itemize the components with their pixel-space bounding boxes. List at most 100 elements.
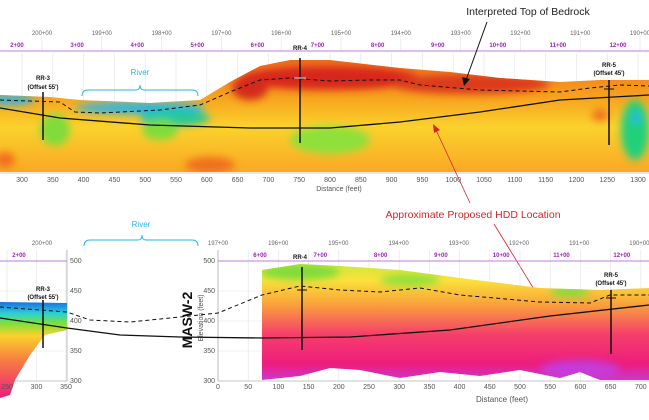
station-label: 195+00 xyxy=(331,31,352,37)
y-axis-title: Elevation (feet) xyxy=(198,294,205,341)
borehole-offset: (Offset 45') xyxy=(595,281,626,287)
station-label: 192+00 xyxy=(510,31,531,37)
elevation-tick-label: 350 xyxy=(203,348,215,355)
distance-tick-label: 1200 xyxy=(569,177,585,184)
project-station-label: 8+00 xyxy=(371,43,385,49)
project-station-label: 6+00 xyxy=(251,43,265,49)
distance-tick-label: 1250 xyxy=(599,177,615,184)
distance-tick-label: 250 xyxy=(1,384,13,391)
project-station-label: 8+00 xyxy=(374,253,388,259)
borehole-label: RR-3 xyxy=(36,76,51,82)
distance-tick-label: 550 xyxy=(544,384,556,391)
project-station-label: 9+00 xyxy=(434,253,448,259)
velocity-section-bottom-right xyxy=(262,264,649,380)
distance-tick-label: 650 xyxy=(605,384,617,391)
station-label: 192+00 xyxy=(509,241,530,247)
borehole-rr-5: RR-5 (Offset 45') xyxy=(593,63,625,145)
project-station-label: 12+00 xyxy=(610,43,628,49)
station-label: 196+00 xyxy=(271,31,292,37)
station-label: 191+00 xyxy=(570,31,591,37)
distance-tick-label: 750 xyxy=(293,177,305,184)
river-brace-bottom xyxy=(83,234,199,247)
distance-tick-label: 100 xyxy=(273,384,285,391)
borehole-rr-5-bottom: RR-5 (Offset 45') xyxy=(595,273,627,354)
project-station-label: 2+00 xyxy=(10,43,24,49)
section-title: MASW-2 xyxy=(179,292,195,349)
station-label: 200+00 xyxy=(32,31,53,37)
station-label: 200+00 xyxy=(32,241,53,247)
velocity-section-top xyxy=(0,60,649,172)
distance-tick-label: 350 xyxy=(424,384,436,391)
project-station-label: 11+00 xyxy=(550,43,567,49)
distance-tick-label: 850 xyxy=(355,177,367,184)
distance-tick-label: 900 xyxy=(386,177,398,184)
elevation-tick-label: 300 xyxy=(203,378,215,385)
project-station-label: 11+00 xyxy=(553,253,570,259)
elevation-tick-label: 500 xyxy=(70,258,82,265)
project-station-label: 3+00 xyxy=(70,43,84,49)
elevation-tick-label: 500 xyxy=(203,258,215,265)
distance-tick-label: 50 xyxy=(244,384,252,391)
bottom-panel: RR-3 (Offset 55') RR-4 RR-5 (Offset 45')… xyxy=(0,220,649,404)
x-axis-title-bottom: Distance (feet) xyxy=(476,395,528,404)
river-label-top: River xyxy=(131,68,150,77)
distance-tick-label: 450 xyxy=(109,177,121,184)
borehole-rr-4: RR-4 xyxy=(293,46,308,143)
station-label: 191+00 xyxy=(569,241,590,247)
station-label: 190+00 xyxy=(629,241,649,247)
project-station-label: 4+00 xyxy=(130,43,144,49)
hdd-annotation: Approximate Proposed HDD Location xyxy=(385,209,560,221)
elevation-tick-label: 450 xyxy=(70,288,82,295)
distance-tick-label: 950 xyxy=(417,177,429,184)
project-station-label: 2+00 xyxy=(12,253,26,259)
project-station-label: 12+00 xyxy=(613,253,631,259)
bedrock-annotation: Interpreted Top of Bedrock xyxy=(466,6,590,18)
borehole-label: RR-5 xyxy=(604,273,619,279)
station-label: 197+00 xyxy=(211,31,232,37)
distance-tick-label: 700 xyxy=(263,177,275,184)
station-label: 199+00 xyxy=(92,31,113,37)
distance-tick-label: 800 xyxy=(324,177,336,184)
distance-tick-label: 250 xyxy=(363,384,375,391)
station-label: 196+00 xyxy=(268,241,289,247)
project-station-label: 7+00 xyxy=(311,43,325,49)
elevation-tick-label: 450 xyxy=(203,288,215,295)
project-station-label: 7+00 xyxy=(314,253,328,259)
top-of-bedrock-line xyxy=(0,77,649,114)
distance-tick-label: 300 xyxy=(31,384,43,391)
station-label: 194+00 xyxy=(388,241,409,247)
elevation-tick-label: 300 xyxy=(70,378,82,385)
project-station-label: 10+00 xyxy=(493,253,511,259)
distance-tick-label: 200 xyxy=(333,384,345,391)
station-label: 194+00 xyxy=(391,31,412,37)
project-station-label: 10+00 xyxy=(489,43,507,49)
distance-tick-label: 350 xyxy=(60,384,72,391)
distance-tick-label: 1300 xyxy=(630,177,646,184)
distance-tick-label: 1150 xyxy=(538,177,553,184)
borehole-offset: (Offset 45') xyxy=(593,71,624,77)
distance-tick-label: 400 xyxy=(78,177,90,184)
x-axis-title-top: Distance (feet) xyxy=(316,186,362,193)
station-label: 190+00 xyxy=(630,31,649,37)
borehole-label: RR-4 xyxy=(293,255,308,261)
hdd-alignment-line-bottom xyxy=(0,304,649,339)
station-label: 193+00 xyxy=(450,31,471,37)
distance-tick-label: 500 xyxy=(139,177,151,184)
elevation-tick-label: 400 xyxy=(203,318,215,325)
borehole-rr-3-bottom: RR-3 (Offset 55') xyxy=(27,287,59,348)
distance-tick-label: 300 xyxy=(16,177,28,184)
distance-tick-label: 550 xyxy=(170,177,182,184)
distance-tick-label: 500 xyxy=(514,384,526,391)
elevation-tick-label: 400 xyxy=(70,318,82,325)
station-label: 197+00 xyxy=(208,241,229,247)
distance-tick-label: 350 xyxy=(47,177,59,184)
distance-tick-label: 650 xyxy=(232,177,244,184)
borehole-label: RR-3 xyxy=(36,287,51,293)
project-station-label: 6+00 xyxy=(253,253,267,259)
station-label: 195+00 xyxy=(328,241,349,247)
station-label: 193+00 xyxy=(449,241,470,247)
bedrock-arrow xyxy=(462,21,488,86)
distance-tick-label: 0 xyxy=(216,384,220,391)
borehole-offset: (Offset 55') xyxy=(27,85,58,91)
